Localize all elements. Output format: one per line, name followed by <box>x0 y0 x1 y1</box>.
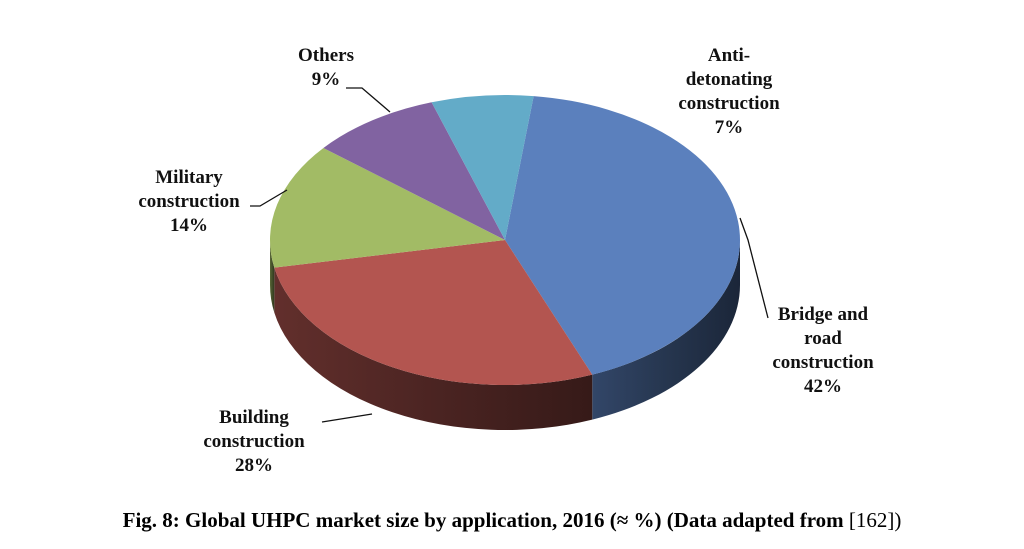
slice-label-others: Others 9% <box>286 44 366 92</box>
caption-reference: [162]) <box>848 508 902 532</box>
slice-label-building: Building construction 28% <box>184 406 324 478</box>
leader-line-military <box>250 189 288 207</box>
figure-caption: Fig. 8: Global UHPC market size by appli… <box>0 508 1024 533</box>
slice-military <box>270 147 505 268</box>
pct-label-military: 14% <box>170 215 208 236</box>
leader-line-building <box>321 413 373 423</box>
slice-side-military <box>270 240 275 313</box>
caption-text: Fig. 8: Global UHPC market size by appli… <box>122 508 844 532</box>
pct-label-building: 28% <box>235 455 273 476</box>
pct-label-others: 9% <box>311 69 341 90</box>
slice-side-building <box>274 267 593 430</box>
slice-others <box>323 102 505 240</box>
pie-chart <box>250 87 769 430</box>
slice-anti-detonating <box>431 95 534 240</box>
slice-building <box>274 240 593 385</box>
slice-label-anti-detonating: Anti- detonating construction 7% <box>664 44 794 140</box>
pct-label-anti-detonating: 7% <box>714 117 744 138</box>
leader-line-others <box>346 87 391 113</box>
pct-label-bridge: 42% <box>804 376 842 397</box>
slice-label-bridge: Bridge and road construction 42% <box>750 303 896 399</box>
slice-bridge <box>505 96 740 375</box>
leader-line-bridge <box>739 217 769 319</box>
slice-label-military: Military construction 14% <box>124 166 254 238</box>
slice-side-bridge <box>592 240 740 420</box>
